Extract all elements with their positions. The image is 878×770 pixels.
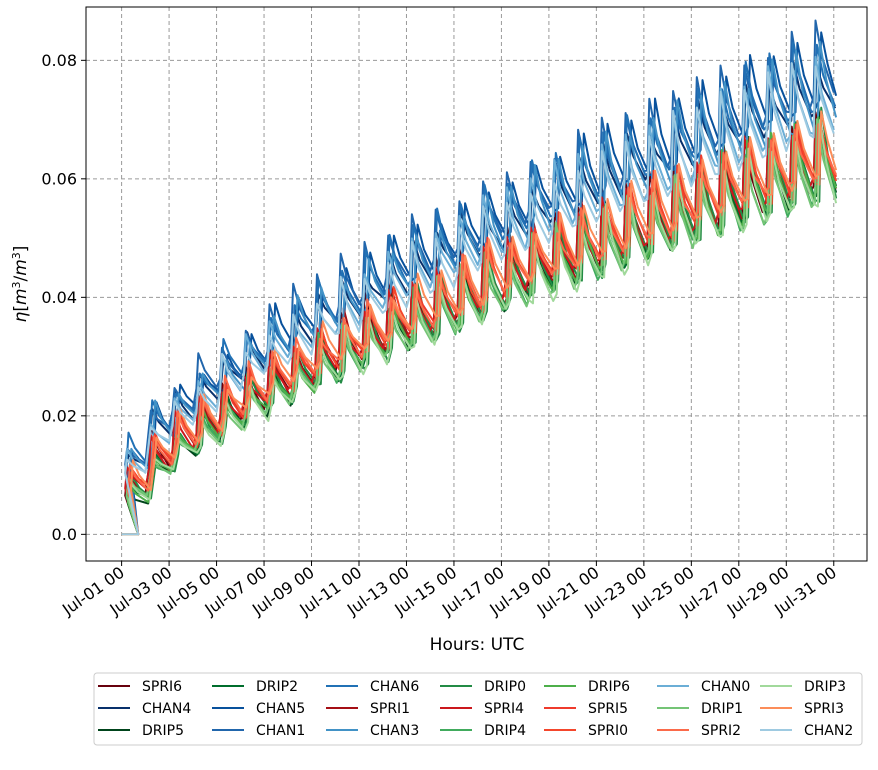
y-axis-bracket-close: ] (11, 246, 31, 253)
y-axis-exponent-1: 3 (10, 281, 23, 288)
legend-label: DRIP2 (256, 679, 298, 695)
legend-label: CHAN5 (256, 701, 305, 717)
legend-items: SPRI6 CHAN4 DRIP5 DRIP2 CHAN5 CHAN1 CHAN6 SPRI1… (98, 679, 853, 739)
y-axis-ticks: 0.0 0.02 0.04 0.06 0.08 (41, 51, 86, 544)
legend-label: CHAN1 (256, 723, 305, 739)
series-line-chan5 (121, 31, 838, 536)
legend-label: DRIP1 (701, 701, 743, 717)
y-axis-slash: / (11, 275, 31, 281)
series-line-spri3 (121, 110, 838, 536)
legend-label: SPRI6 (142, 679, 182, 695)
legend-frame (93, 672, 863, 746)
y-axis-symbol: η (11, 311, 31, 322)
legend-label: CHAN0 (701, 679, 750, 695)
plot-frame (85, 6, 868, 562)
y-axis-unit-2: m (11, 259, 31, 276)
y-axis-exponent-2: 3 (10, 252, 23, 259)
legend-label: SPRI5 (588, 701, 628, 717)
series-line-chan2 (121, 62, 835, 536)
legend-label: CHAN3 (370, 723, 419, 739)
legend-label: DRIP0 (484, 679, 526, 695)
legend-label: DRIP5 (142, 723, 184, 739)
y-axis-bracket-open: [ (11, 305, 31, 312)
y-tick-label: 0.08 (41, 51, 77, 70)
legend-label: CHAN6 (370, 679, 419, 695)
y-axis-unit-1: m (11, 288, 31, 305)
series-lines (121, 19, 838, 536)
legend-label: DRIP4 (484, 723, 526, 739)
y-tick-label: 0.0 (52, 525, 77, 544)
y-tick-label: 0.02 (41, 406, 77, 425)
y-tick-label: 0.04 (41, 288, 77, 307)
legend-label: CHAN2 (804, 723, 853, 739)
legend-label: SPRI1 (370, 701, 410, 717)
y-axis-title: η[m3/m3] (10, 246, 32, 323)
series-line-drip3 (121, 119, 838, 536)
legend-label: SPRI3 (804, 701, 844, 717)
legend-label: SPRI2 (701, 723, 741, 739)
legend-label: SPRI0 (588, 723, 628, 739)
legend-label: SPRI4 (484, 701, 524, 717)
series-line-chan3 (121, 40, 838, 536)
series-line-spri2 (121, 123, 838, 536)
legend-label: DRIP3 (804, 679, 846, 695)
x-axis-title: Hours: UTC (430, 635, 525, 655)
y-tick-label: 0.06 (41, 169, 77, 188)
legend: SPRI6 CHAN4 DRIP5 DRIP2 CHAN5 CHAN1 CHAN6 SPRI1… (93, 672, 863, 746)
legend-label: CHAN4 (142, 701, 191, 717)
legend-label: DRIP6 (588, 679, 630, 695)
